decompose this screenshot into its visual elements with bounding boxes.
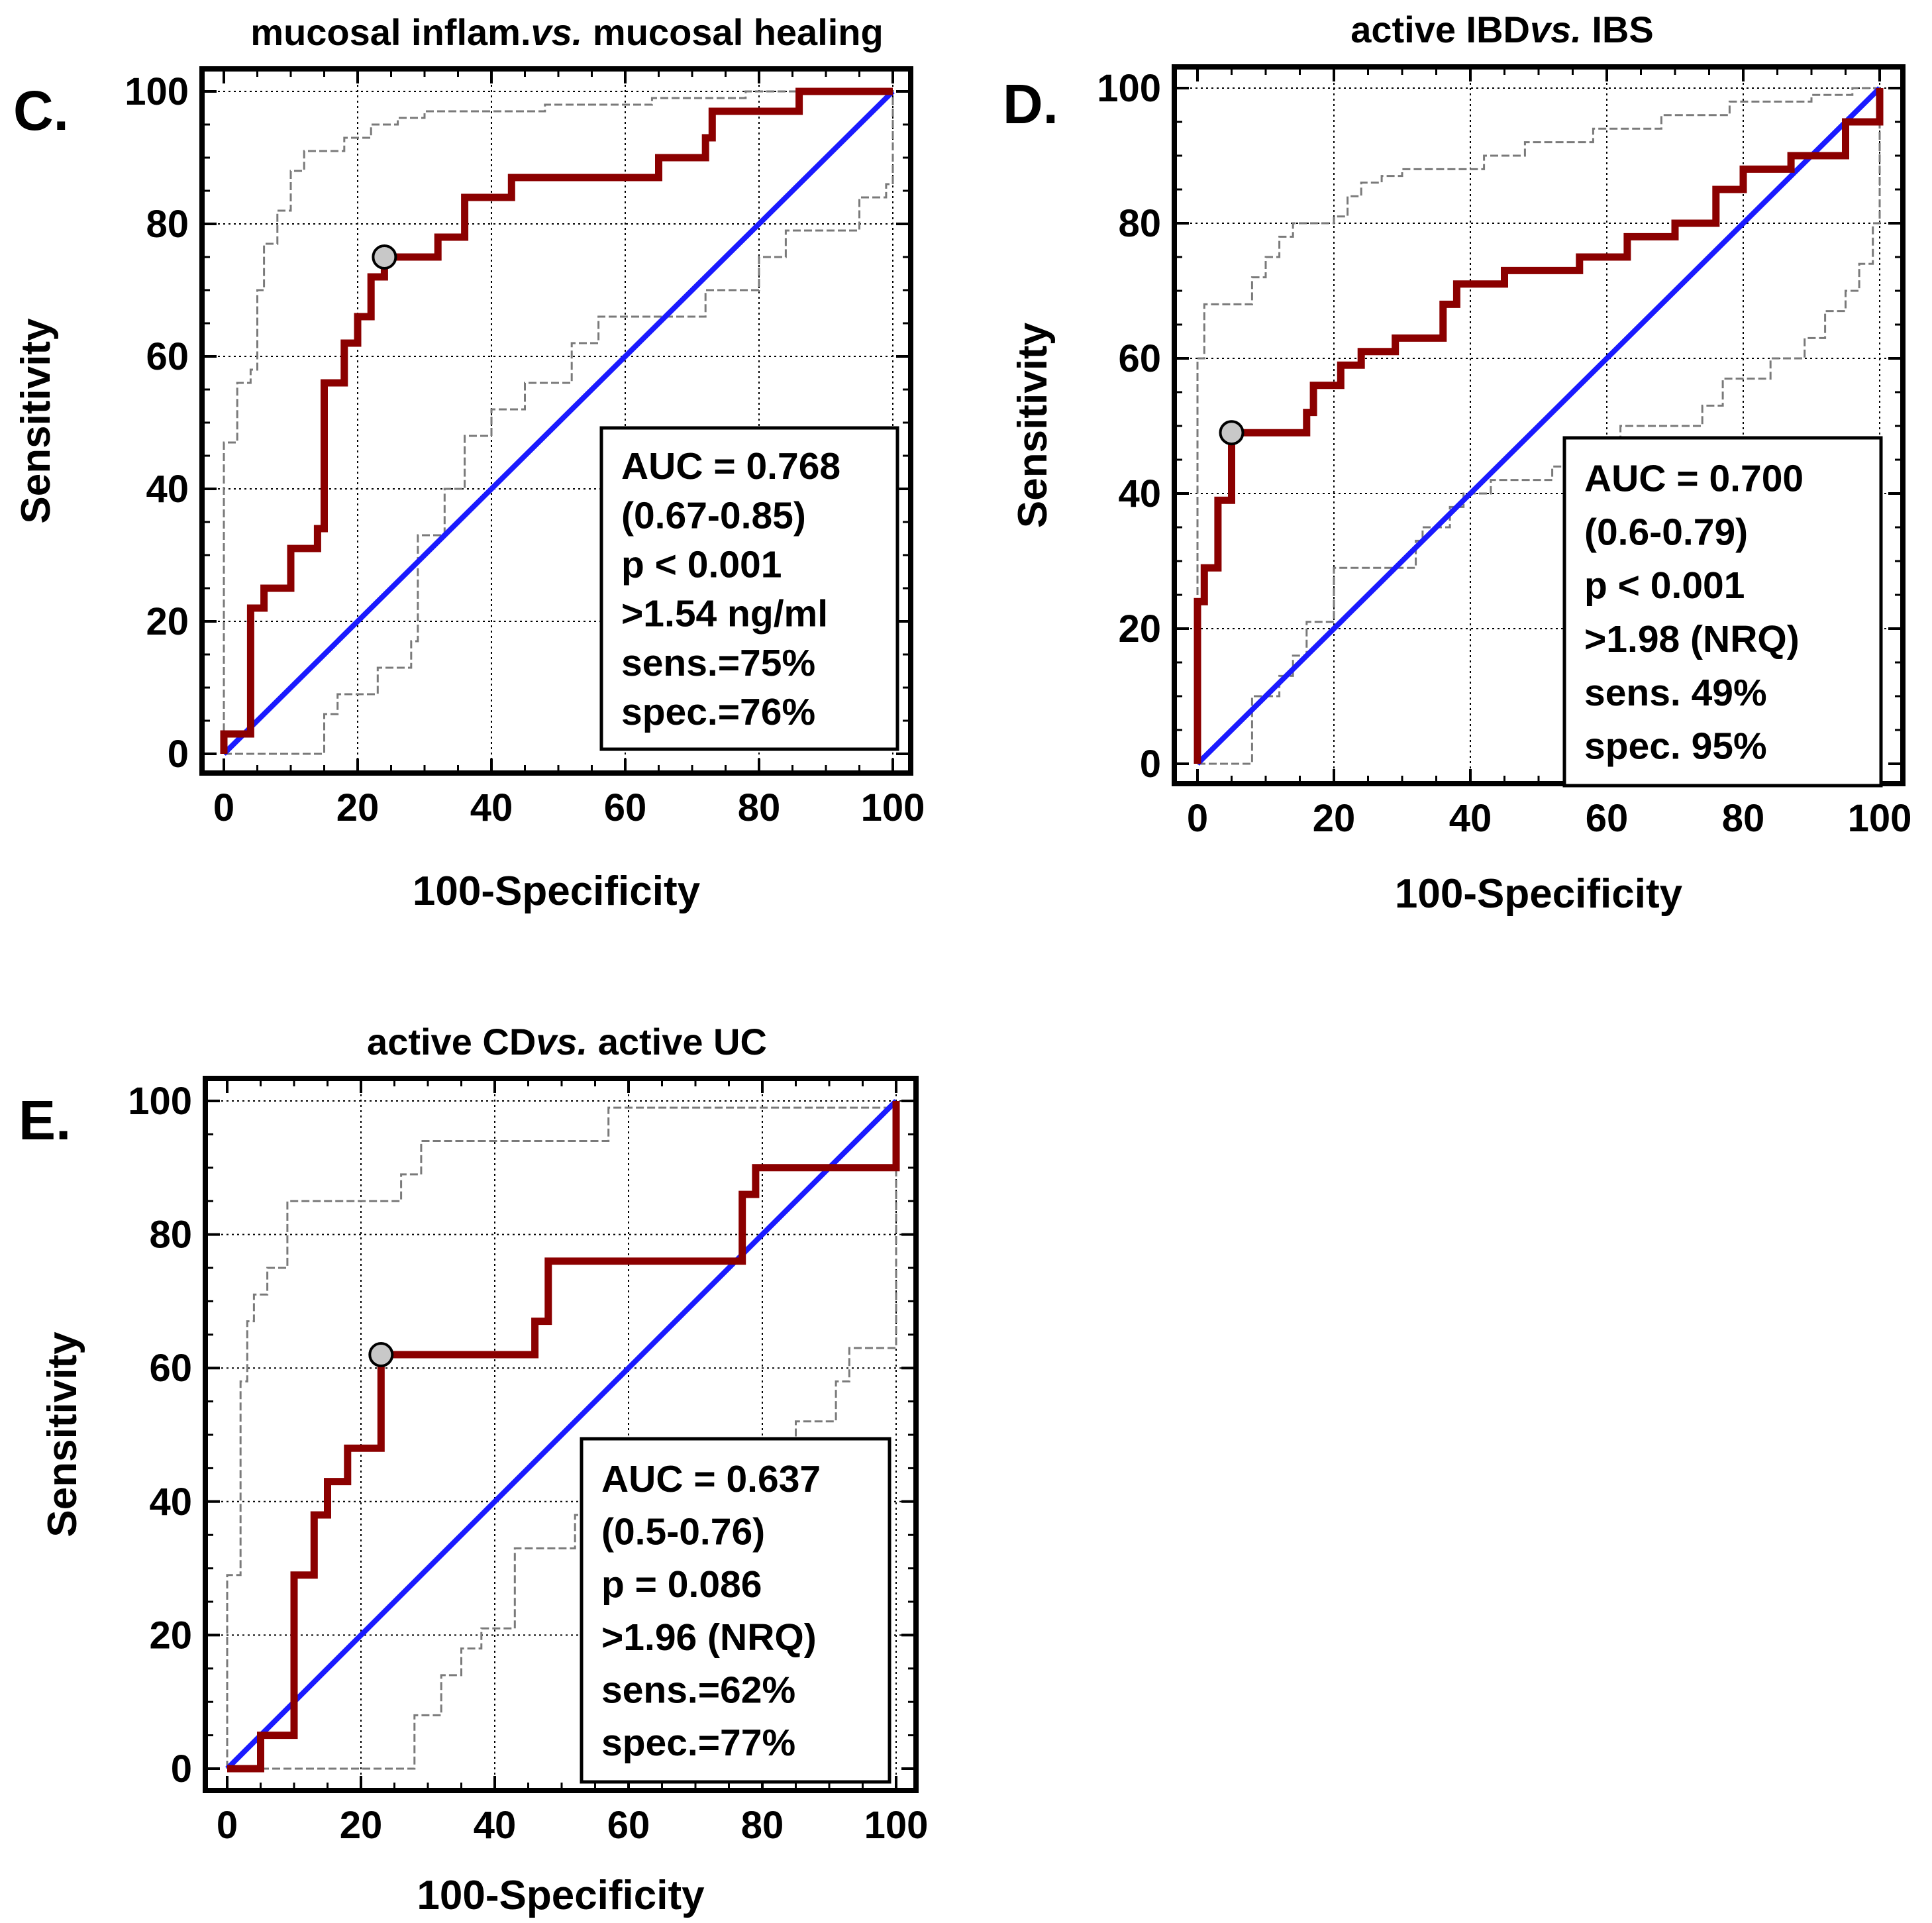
- title-vs: vs.: [536, 1021, 587, 1063]
- stats-line: spec.=76%: [621, 691, 815, 733]
- stats-line: p = 0.086: [601, 1563, 762, 1606]
- y-tick-label: 0: [168, 733, 189, 776]
- y-tick-label: 100: [1097, 67, 1161, 110]
- panel-label: C.: [13, 79, 69, 142]
- chart-title: active IBDvs. IBS: [1350, 9, 1654, 50]
- roc-panel-e: 0 20 40 60 80 100 0 20 40 60 80 100 AUC = 0.637 (0.5-…: [19, 1021, 928, 1918]
- stats-line: (0.5-0.76): [601, 1511, 765, 1553]
- x-tick-label: 40: [1449, 797, 1492, 840]
- x-tick-label: 20: [336, 786, 380, 829]
- chart-title: active CDvs. active UC: [367, 1021, 767, 1063]
- y-tick-label: 60: [1118, 337, 1161, 380]
- stats-line: (0.67-0.85): [621, 494, 806, 537]
- y-tick-label: 80: [1118, 202, 1161, 245]
- y-tick-label: 20: [1118, 607, 1161, 650]
- x-tick-label: 0: [217, 1804, 238, 1847]
- panel-label: E.: [19, 1089, 71, 1151]
- stats-line: spec.=77%: [601, 1722, 795, 1764]
- stats-line: p < 0.001: [1584, 564, 1745, 607]
- y-tick-label: 20: [149, 1614, 192, 1657]
- cutoff-point: [368, 1342, 394, 1368]
- x-tick-label: 0: [213, 786, 234, 829]
- stats-line: AUC = 0.637: [601, 1458, 821, 1500]
- title-vs: vs.: [531, 11, 583, 53]
- y-tick-label: 40: [146, 468, 189, 511]
- x-tick-label: 20: [1313, 797, 1356, 840]
- x-tick-label: 60: [1586, 797, 1629, 840]
- y-axis-label: Sensitivity: [1010, 322, 1056, 528]
- title-vs: vs.: [1530, 9, 1582, 50]
- stats-box: [580, 1437, 891, 1784]
- ci-upper-line: [223, 90, 893, 754]
- title-main: active CD: [367, 1021, 536, 1063]
- ci-lower-line: [227, 1101, 897, 1770]
- y-tick-label: 80: [146, 203, 189, 246]
- y-tick-label: 40: [149, 1481, 192, 1524]
- roc-curve-line: [227, 1101, 900, 1773]
- roc-curve-line: [220, 87, 893, 754]
- x-tick-label: 60: [607, 1804, 650, 1847]
- x-tick-label: 80: [738, 786, 781, 829]
- x-tick-label: 100: [861, 786, 925, 829]
- y-tick-label: 0: [1140, 743, 1161, 786]
- x-tick-label: 100: [1848, 797, 1912, 840]
- title-rest: IBS: [1582, 9, 1654, 50]
- y-axis-label: Sensitivity: [40, 1331, 85, 1537]
- cutoff-point: [372, 244, 397, 270]
- title-main: mucosal inflam.: [250, 11, 531, 53]
- x-tick-label: 100: [864, 1804, 929, 1847]
- stats-line: (0.6-0.79): [1584, 511, 1748, 553]
- cutoff-point: [1219, 420, 1245, 446]
- stats-line: >1.54 ng/ml: [621, 593, 828, 635]
- x-axis-label: 100-Specificity: [1395, 871, 1683, 917]
- x-tick-label: 40: [474, 1804, 517, 1847]
- y-tick-label: 40: [1118, 472, 1161, 515]
- ci-lower-line: [224, 91, 894, 755]
- chart-title: mucosal inflam.vs. mucosal healing: [250, 11, 883, 53]
- panel-label: D.: [1003, 73, 1058, 135]
- stats-line: >1.98 (NRQ): [1584, 618, 1800, 660]
- stats-box: [599, 426, 899, 751]
- reference-diagonal-line: [1195, 86, 1882, 766]
- x-tick-label: 40: [470, 786, 513, 829]
- roc-curve-line: [1194, 88, 1884, 764]
- stats-box: [1562, 436, 1883, 788]
- y-tick-label: 100: [125, 70, 189, 113]
- y-tick-label: 0: [171, 1747, 192, 1791]
- y-tick-label: 80: [149, 1214, 192, 1257]
- title-rest: active UC: [587, 1021, 767, 1063]
- x-tick-label: 80: [1722, 797, 1765, 840]
- reference-diagonal-line: [225, 1099, 898, 1771]
- y-tick-label: 20: [146, 600, 189, 643]
- stats-line: >1.96 (NRQ): [601, 1616, 817, 1659]
- title-main: active IBD: [1350, 9, 1530, 50]
- stats-line: p < 0.001: [621, 543, 782, 586]
- plot-frame: [199, 66, 913, 776]
- y-axis-label: Sensitivity: [13, 318, 59, 524]
- y-tick-label: 60: [149, 1347, 192, 1390]
- x-axis-label: 100-Specificity: [417, 1873, 705, 1918]
- stats-line: sens. 49%: [1584, 672, 1767, 714]
- stats-line: AUC = 0.768: [621, 445, 840, 488]
- x-tick-label: 60: [604, 786, 647, 829]
- stats-line: sens.=62%: [601, 1669, 795, 1712]
- y-tick-label: 100: [128, 1080, 192, 1123]
- reference-diagonal-line: [222, 89, 895, 756]
- x-tick-label: 0: [1187, 797, 1208, 840]
- ci-lower-line: [1197, 88, 1881, 765]
- x-tick-label: 20: [340, 1804, 383, 1847]
- ci-upper-line: [226, 1101, 897, 1769]
- title-rest: mucosal healing: [582, 11, 883, 53]
- ci-upper-line: [1196, 87, 1880, 764]
- stats-line: AUC = 0.700: [1584, 457, 1804, 499]
- roc-panel-c: 0 20 40 60 80 100 0 20 40 60 80 100 AUC = 0.768 (0.67…: [13, 11, 925, 914]
- roc-panel-d: 0 20 40 60 80 100 0 20 40 60 80 100 AUC = 0.700 (0.6-…: [1003, 9, 1911, 917]
- x-tick-label: 80: [741, 1804, 784, 1847]
- stats-line: spec. 95%: [1584, 725, 1767, 768]
- y-tick-label: 60: [146, 335, 189, 378]
- x-axis-label: 100-Specificity: [413, 868, 701, 914]
- stats-line: sens.=75%: [621, 642, 815, 684]
